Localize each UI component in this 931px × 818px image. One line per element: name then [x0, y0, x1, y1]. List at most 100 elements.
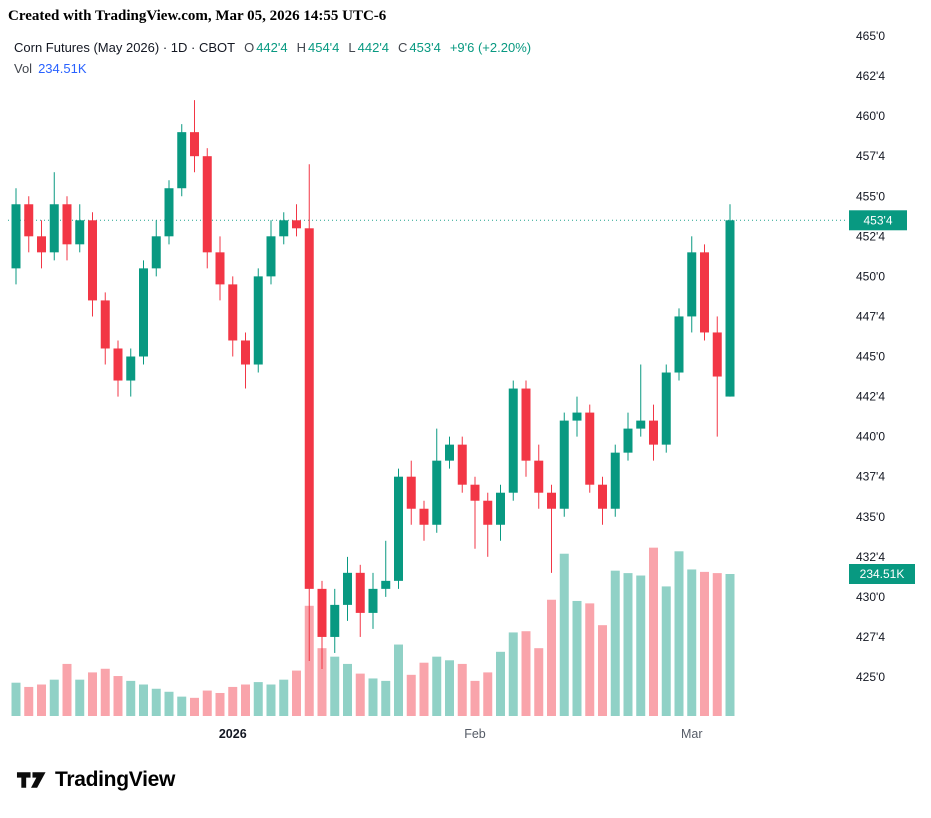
volume-bar [292, 670, 301, 716]
candle [470, 476, 480, 549]
volume-legend[interactable]: Vol 234.51K [14, 61, 87, 76]
volume-bar [419, 662, 429, 716]
candle [559, 412, 569, 517]
candle [75, 204, 85, 253]
candle [139, 260, 148, 365]
candle [253, 268, 263, 373]
candle-body [304, 228, 314, 589]
volume-value: 234.51K [38, 61, 87, 76]
candle [381, 540, 391, 597]
candle [623, 412, 633, 461]
candle-body [623, 428, 633, 453]
candle [317, 580, 327, 669]
candle-body [457, 444, 467, 485]
price-tick-label: 457'4 [856, 149, 885, 163]
ohlc-close: C 453'4 [398, 40, 441, 55]
time-axis[interactable]: 2026 Feb Mar [219, 727, 703, 741]
price-axis[interactable]: 465'0 462'4 460'0 457'4 455'0 452'4 450'0 447'4… [856, 29, 885, 684]
volume-bar [445, 660, 454, 716]
close-label: C [398, 40, 408, 55]
volume-bar [24, 686, 34, 716]
volume-bar [521, 631, 531, 716]
symbol-title[interactable]: Corn Futures (May 2026) · 1D · CBOT [14, 40, 236, 55]
volume-badge: 234.51K [849, 564, 915, 584]
volume-bar [266, 684, 276, 716]
price-tick-label: 455'0 [856, 189, 885, 203]
candle-body [419, 508, 429, 525]
volume-bar [368, 678, 378, 716]
candle [330, 588, 340, 653]
symbol-legend[interactable]: Corn Futures (May 2026) · 1D · CBOT O 44… [14, 40, 531, 55]
candle-body [139, 268, 148, 357]
candle-body [215, 252, 225, 285]
candle [355, 564, 365, 637]
candle-body [470, 484, 480, 501]
volume-bar [572, 600, 582, 716]
volume-bar [496, 651, 505, 716]
candle-body [75, 220, 85, 245]
candle-body [49, 204, 59, 253]
volume-bar [508, 632, 518, 716]
chart-canvas[interactable]: 465'0 462'4 460'0 457'4 455'0 452'4 450'0 447'4… [0, 0, 931, 756]
candle [534, 444, 544, 509]
candle [483, 492, 493, 557]
candle-body [559, 420, 569, 509]
volume-bar [585, 603, 595, 716]
volume-bar [610, 570, 620, 716]
candle [62, 196, 72, 261]
close-value: 453'4 [409, 40, 441, 55]
volume-bar [202, 690, 212, 716]
candle-body [164, 188, 174, 237]
candle-body [674, 316, 684, 373]
volume-bar [534, 648, 544, 716]
last-price-badge-text: 453'4 [864, 213, 893, 227]
volume-bar [432, 656, 442, 716]
candle-body [381, 580, 391, 589]
volume-bar [470, 680, 480, 716]
volume-bar [700, 571, 709, 716]
candle [496, 484, 505, 541]
ohlc-low: L 442'4 [348, 40, 389, 55]
low-value: 442'4 [357, 40, 390, 55]
price-tick-label: 425'0 [856, 670, 885, 684]
volume-bar [88, 672, 97, 716]
candle [406, 460, 416, 525]
candle-body [406, 476, 416, 509]
candle-body [534, 460, 544, 493]
candle [521, 380, 531, 477]
volume-label: Vol [14, 61, 33, 76]
candle-body [11, 204, 21, 269]
candle [151, 220, 161, 277]
candle [700, 244, 709, 341]
candle-body [355, 572, 365, 613]
price-tick-label: 447'4 [856, 309, 885, 323]
volume-bar [139, 684, 148, 716]
candle [24, 196, 34, 253]
candle [610, 444, 620, 517]
price-tick-label: 437'4 [856, 470, 885, 484]
volume-bar [215, 692, 225, 716]
candle-body [432, 460, 442, 525]
candle [215, 236, 225, 301]
attribution-text: Created with TradingView.com, Mar 05, 20… [8, 8, 387, 24]
price-tick-label: 427'4 [856, 630, 885, 644]
volume-series [11, 547, 735, 716]
candle-body [317, 588, 327, 637]
volume-bar [177, 696, 187, 716]
price-tick-label: 462'4 [856, 69, 885, 83]
candle [585, 404, 595, 493]
candle-body [483, 500, 493, 525]
time-axis-label: 2026 [219, 727, 247, 741]
last-price-badge: 453'4 [849, 210, 907, 231]
tradingview-footer[interactable]: TradingView [16, 768, 175, 792]
candle-body [572, 412, 582, 421]
candle-body [292, 220, 301, 229]
high-value: 454'4 [307, 40, 340, 55]
volume-bar [598, 625, 607, 716]
candle-body [177, 132, 187, 189]
candle-body [241, 340, 250, 365]
candle-body [343, 572, 352, 605]
volume-bar [75, 679, 85, 716]
candle-body [202, 156, 212, 253]
candle-body [585, 412, 595, 485]
